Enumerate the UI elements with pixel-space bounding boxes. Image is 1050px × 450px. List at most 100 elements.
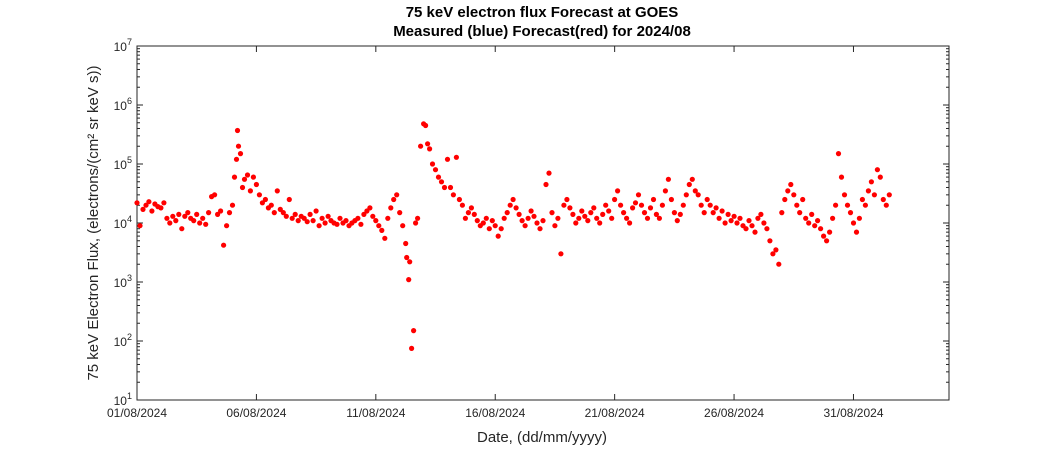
data-point: [325, 213, 331, 219]
data-points: [134, 121, 892, 351]
data-point: [552, 223, 558, 229]
data-point: [797, 210, 803, 216]
data-point: [534, 220, 540, 226]
data-point: [528, 208, 534, 214]
x-tick-label: 31/08/2024: [823, 406, 883, 420]
data-point: [212, 192, 218, 198]
data-point: [507, 202, 513, 208]
data-point: [256, 192, 262, 198]
data-point: [632, 200, 639, 206]
data-point: [522, 223, 528, 229]
data-point: [588, 210, 594, 216]
data-point: [546, 170, 552, 176]
data-point: [794, 202, 800, 208]
data-point: [701, 210, 707, 216]
data-point: [489, 218, 495, 224]
data-point: [630, 205, 636, 211]
data-point: [379, 227, 385, 233]
data-point: [307, 211, 313, 217]
data-point: [292, 211, 298, 217]
data-point: [540, 218, 546, 224]
data-point: [134, 200, 140, 206]
data-point: [241, 176, 248, 182]
data-point: [316, 223, 322, 229]
data-point: [411, 328, 417, 334]
data-point: [570, 211, 576, 217]
data-point: [853, 229, 860, 235]
data-point: [295, 218, 301, 224]
data-point: [638, 202, 645, 208]
data-point: [668, 196, 675, 203]
data-point: [221, 242, 227, 248]
data-point: [415, 215, 421, 221]
data-point: [206, 210, 212, 216]
data-point: [304, 219, 310, 225]
y-axis-label: 75 keV Electron Flux, (electrons/(cm² sr…: [85, 65, 102, 380]
data-point: [413, 220, 419, 226]
data-point: [773, 247, 779, 253]
y-tick-label: 101: [114, 391, 132, 408]
data-point: [271, 210, 277, 216]
data-point: [404, 254, 410, 261]
data-point: [809, 211, 815, 217]
data-point: [182, 213, 188, 219]
data-point: [427, 146, 433, 152]
data-point: [400, 223, 406, 229]
data-point: [770, 251, 776, 257]
data-point: [224, 223, 230, 229]
data-point: [504, 210, 510, 216]
data-point: [752, 229, 758, 235]
y-tick-label: 106: [114, 96, 132, 113]
x-tick-label: 11/08/2024: [346, 406, 405, 420]
data-point: [262, 196, 268, 203]
data-point: [158, 205, 164, 211]
data-point: [591, 205, 597, 211]
data-point: [146, 199, 152, 205]
data-point: [161, 200, 167, 206]
data-point: [749, 223, 755, 229]
data-point: [683, 192, 689, 198]
data-point: [373, 218, 379, 224]
data-point: [698, 202, 704, 208]
data-point: [785, 188, 791, 194]
data-point: [612, 196, 618, 203]
data-point: [215, 211, 221, 217]
data-point: [289, 215, 295, 221]
data-point: [558, 251, 564, 257]
data-point: [838, 174, 845, 180]
data-point: [627, 220, 633, 226]
data-point: [609, 215, 615, 221]
data-point: [728, 218, 734, 224]
data-point: [516, 211, 522, 217]
data-point: [549, 210, 555, 216]
data-point: [725, 211, 731, 217]
data-point: [647, 205, 654, 211]
data-point: [543, 181, 549, 188]
data-point: [480, 220, 486, 226]
data-point: [140, 206, 146, 212]
data-point: [713, 205, 719, 211]
data-point: [250, 174, 256, 180]
x-axis-ticks: 01/08/2024 06/08/2024 11/08/2024 16/08/2024…: [107, 46, 884, 420]
data-point: [833, 202, 839, 208]
data-point: [761, 220, 767, 226]
data-point: [537, 226, 543, 232]
data-point: [229, 202, 236, 208]
data-point: [573, 220, 579, 226]
data-point: [185, 210, 191, 216]
data-point: [847, 210, 854, 216]
data-point: [403, 240, 409, 247]
data-point: [686, 181, 692, 188]
data-point: [758, 211, 764, 217]
data-point: [429, 161, 436, 167]
data-point: [710, 210, 716, 216]
data-point: [606, 208, 612, 214]
data-point: [689, 176, 695, 182]
data-point: [707, 202, 713, 208]
data-point: [456, 196, 462, 203]
data-point: [624, 215, 630, 221]
data-point: [644, 215, 651, 221]
data-point: [218, 208, 224, 214]
data-point: [680, 202, 686, 208]
